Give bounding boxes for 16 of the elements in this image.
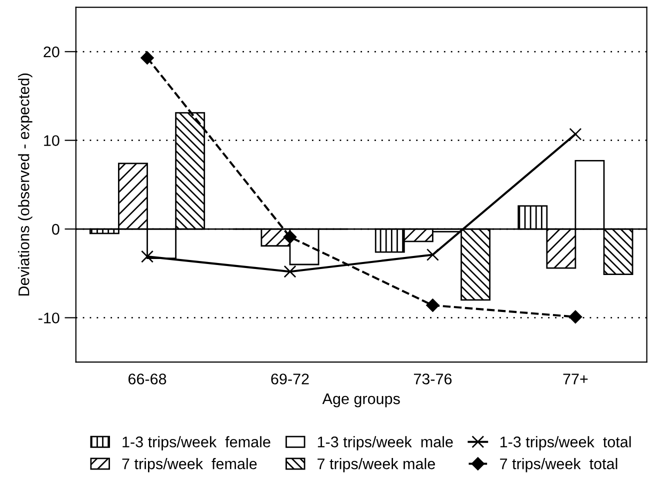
legend-label: 7 trips/week total [500, 458, 618, 472]
legend-label: 1-3 trips/week female [122, 436, 270, 450]
x-tick-label: 77+ [563, 374, 588, 384]
y-tick-label: 10 [44, 135, 60, 146]
legend-label: 7 trips/week male [318, 458, 435, 472]
y-axis-title: Deviations (observed - expected) [18, 74, 32, 296]
legend-label: 7 trips/week female [122, 458, 257, 472]
y-tick-label: 0 [52, 224, 60, 235]
x-tick-label: 66-68 [128, 374, 166, 384]
x-tick-label: 73-76 [414, 374, 452, 384]
legend-label: 1-3 trips/week total [500, 436, 631, 450]
y-tick-label: 20 [44, 46, 60, 58]
y-tick-label: -10 [38, 312, 60, 324]
x-tick-label: 69-72 [271, 374, 309, 384]
x-axis-title: Age groups [322, 394, 400, 408]
legend-label: 1-3 trips/week male [318, 436, 453, 450]
